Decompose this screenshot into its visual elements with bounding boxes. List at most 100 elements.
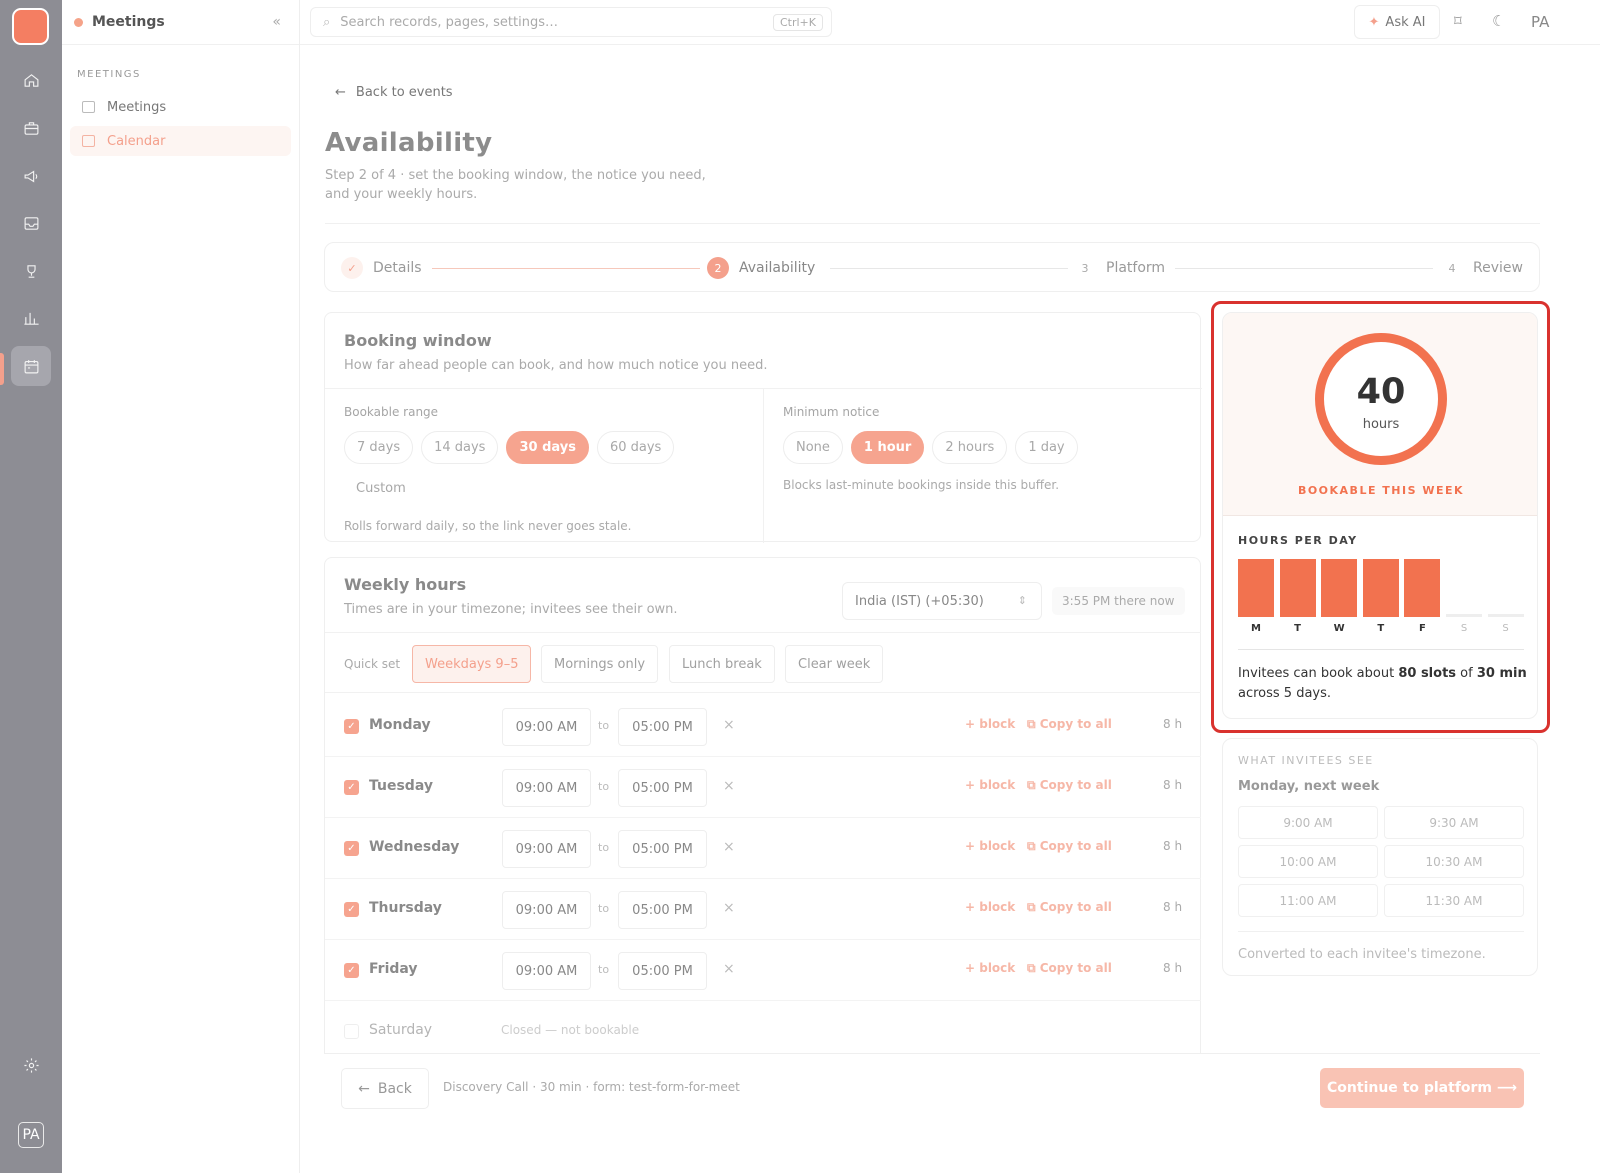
minimum-notice-hint: Blocks last-minute bookings inside this … xyxy=(783,478,1060,492)
desc-mid: of xyxy=(1456,666,1477,681)
day-row-wednesday: ✓ Wednesday 09:00 AM to 05:00 PM × + blo… xyxy=(325,818,1201,879)
slots-count: 80 slots xyxy=(1398,666,1457,681)
copy-to-all-button[interactable]: ⧉ Copy to all xyxy=(1027,961,1112,976)
day-row-saturday: Saturday Closed — not bookable xyxy=(325,1001,1201,1062)
bookable-range-options: 7 days 14 days 30 days 60 days Custom xyxy=(344,431,754,505)
end-time-input[interactable]: 05:00 PM xyxy=(618,891,707,929)
user-avatar[interactable]: PA xyxy=(18,1122,44,1148)
bookable-summary-card: 40 hours BOOKABLE THIS WEEK HOURS PER DA… xyxy=(1222,312,1538,719)
chart-icon[interactable] xyxy=(11,298,51,338)
end-time-input[interactable]: 05:00 PM xyxy=(618,708,707,746)
copy-to-all-button[interactable]: ⧉ Copy to all xyxy=(1027,900,1112,915)
current-time-badge: 3:55 PM there now xyxy=(1052,587,1185,615)
day-checkbox[interactable]: ✓ xyxy=(344,963,359,978)
booking-window-title: Booking window xyxy=(344,331,492,350)
bookable-range-label: Bookable range xyxy=(344,405,439,419)
day-checkbox[interactable]: ✓ xyxy=(344,780,359,795)
list-icon xyxy=(82,101,95,113)
range-60-days[interactable]: 60 days xyxy=(596,431,675,464)
range-14-days[interactable]: 14 days xyxy=(421,431,499,464)
copy-to-all-button[interactable]: ⧉ Copy to all xyxy=(1027,778,1112,793)
copy-label: Copy to all xyxy=(1039,900,1112,914)
copy-to-all-button[interactable]: ⧉ Copy to all xyxy=(1027,839,1112,854)
home-icon[interactable] xyxy=(11,60,51,100)
day-checkbox[interactable]: ✓ xyxy=(344,902,359,917)
day-label: Thursday xyxy=(369,900,442,916)
timezone-select[interactable]: India (IST) (+05:30) ⇕ xyxy=(842,582,1042,620)
back-to-events-link[interactable]: ← Back to events xyxy=(335,85,453,100)
quick-weekdays-button[interactable]: Weekdays 9–5 xyxy=(412,645,532,683)
sidebar-item-meetings[interactable]: Meetings xyxy=(70,92,291,122)
continue-button[interactable]: Continue to platform ⟶ xyxy=(1320,1068,1524,1108)
to-label: to xyxy=(598,719,610,732)
megaphone-icon[interactable] xyxy=(11,156,51,196)
step-connector xyxy=(432,268,700,269)
range-7-days[interactable]: 7 days xyxy=(344,431,414,464)
closed-label: Closed — not bookable xyxy=(501,1023,640,1037)
notice-1-hour[interactable]: 1 hour xyxy=(850,431,925,464)
invitee-preview-day: Monday, next week xyxy=(1238,779,1380,794)
end-time-input[interactable]: 05:00 PM xyxy=(618,769,707,807)
add-block-button[interactable]: + block xyxy=(965,900,1016,914)
start-time-input[interactable]: 09:00 AM xyxy=(502,952,591,990)
start-time-input[interactable]: 09:00 AM xyxy=(502,708,591,746)
step-details[interactable]: ✓ Details xyxy=(341,257,422,279)
quick-clear-button[interactable]: Clear week xyxy=(785,645,884,683)
highlight-outline xyxy=(1211,301,1550,733)
calendar-icon[interactable] xyxy=(11,346,51,386)
add-block-button[interactable]: + block xyxy=(965,839,1016,853)
time-slot: 11:00 AM xyxy=(1238,884,1378,917)
notice-none[interactable]: None xyxy=(783,431,843,464)
end-time-input[interactable]: 05:00 PM xyxy=(618,830,707,868)
remove-icon[interactable]: × xyxy=(723,961,735,977)
back-button[interactable]: ← Back xyxy=(341,1068,429,1109)
add-block-button[interactable]: + block xyxy=(965,717,1016,731)
sidebar-item-calendar[interactable]: Calendar xyxy=(70,126,291,156)
start-time-input[interactable]: 09:00 AM xyxy=(502,830,591,868)
app-logo-icon[interactable] xyxy=(12,8,49,45)
bar-0 xyxy=(1238,559,1274,617)
quick-mornings-button[interactable]: Mornings only xyxy=(541,645,659,683)
collapse-sidebar-icon[interactable]: « xyxy=(272,14,281,30)
step-number: 2 xyxy=(707,257,729,279)
trophy-icon[interactable] xyxy=(11,251,51,291)
add-block-button[interactable]: + block xyxy=(965,961,1016,975)
notice-2-hours[interactable]: 2 hours xyxy=(932,431,1008,464)
notice-1-day[interactable]: 1 day xyxy=(1015,431,1078,464)
search-placeholder: Search records, pages, settings… xyxy=(340,14,558,30)
ask-ai-button[interactable]: ✦ Ask AI xyxy=(1354,5,1440,39)
quick-lunch-button[interactable]: Lunch break xyxy=(669,645,775,683)
wizard-footer: ← Back Discovery Call · 30 min · form: te… xyxy=(324,1053,1540,1121)
step-availability[interactable]: 2 Availability xyxy=(707,257,815,279)
day-checkbox[interactable] xyxy=(344,1024,359,1039)
weekly-hours-title: Weekly hours xyxy=(344,575,467,594)
range-custom[interactable]: Custom xyxy=(356,481,406,496)
end-time-input[interactable]: 05:00 PM xyxy=(618,952,707,990)
remove-icon[interactable]: × xyxy=(723,900,735,916)
user-menu[interactable]: PA xyxy=(1531,13,1550,31)
inbox-icon[interactable] xyxy=(11,203,51,243)
search-input[interactable]: ⌕ Search records, pages, settings… Ctrl+… xyxy=(310,7,832,37)
booking-window-card: Booking window How far ahead people can … xyxy=(324,312,1202,543)
day-checkbox[interactable]: ✓ xyxy=(344,719,359,734)
bookmark-icon[interactable]: ⌑ xyxy=(1454,12,1462,30)
settings-icon[interactable] xyxy=(11,1045,51,1085)
remove-icon[interactable]: × xyxy=(723,778,735,794)
step-review[interactable]: 4 Review xyxy=(1441,257,1523,279)
step-label: Review xyxy=(1473,260,1523,276)
slots-description: Invitees can book about 80 slots of 30 m… xyxy=(1238,664,1528,704)
start-time-input[interactable]: 09:00 AM xyxy=(502,769,591,807)
remove-icon[interactable]: × xyxy=(723,717,735,733)
add-block-button[interactable]: + block xyxy=(965,778,1016,792)
divider xyxy=(763,388,764,543)
briefcase-icon[interactable] xyxy=(11,108,51,148)
active-indicator xyxy=(0,353,4,385)
copy-to-all-button[interactable]: ⧉ Copy to all xyxy=(1027,717,1112,732)
bookable-range-hint: Rolls forward daily, so the link never g… xyxy=(344,519,632,533)
range-30-days[interactable]: 30 days xyxy=(506,431,589,464)
step-platform[interactable]: 3 Platform xyxy=(1074,257,1166,279)
remove-icon[interactable]: × xyxy=(723,839,735,855)
moon-icon[interactable]: ☾ xyxy=(1492,12,1506,30)
day-checkbox[interactable]: ✓ xyxy=(344,841,359,856)
start-time-input[interactable]: 09:00 AM xyxy=(502,891,591,929)
